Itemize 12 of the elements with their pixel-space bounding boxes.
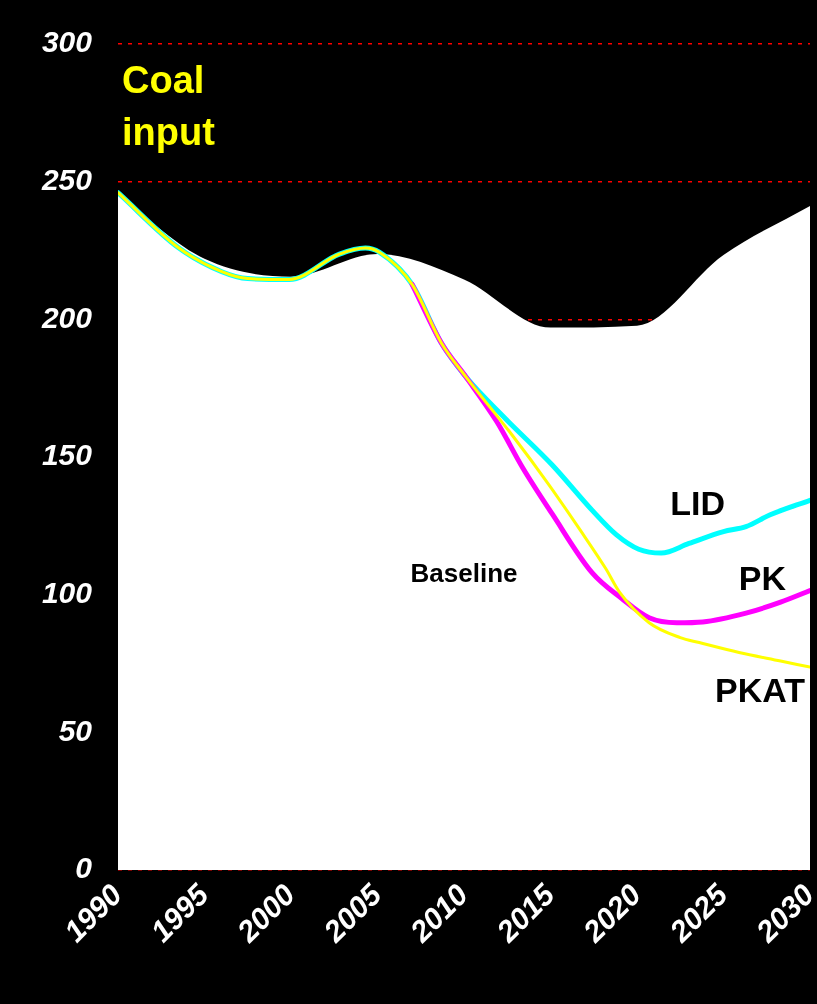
y-tick-label: 250 bbox=[40, 162, 93, 196]
text: Coal input bbox=[122, 59, 216, 154]
y-tick-label: 50 bbox=[58, 713, 93, 747]
y-tick-label: 150 bbox=[41, 438, 93, 472]
y-tick-label: 0 bbox=[75, 851, 93, 885]
series-label: PKAT bbox=[714, 671, 806, 710]
y-tick-label: 100 bbox=[41, 575, 93, 609]
series-label: Baseline bbox=[410, 557, 518, 588]
y-tick-label: 200 bbox=[40, 300, 93, 334]
y-tick-label: 300 bbox=[41, 25, 93, 59]
series-label: LID bbox=[670, 483, 725, 522]
series-label: PK bbox=[738, 558, 787, 597]
